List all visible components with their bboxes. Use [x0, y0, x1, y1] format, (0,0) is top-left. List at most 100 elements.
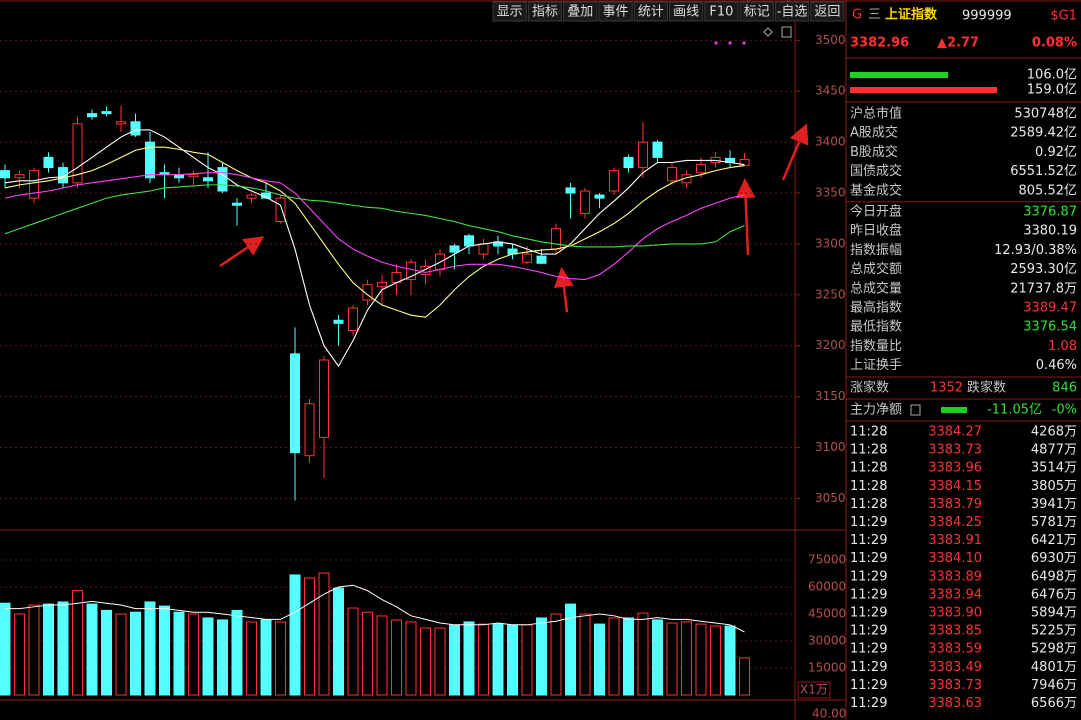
candle-body [594, 194, 605, 199]
candle-body [232, 202, 242, 206]
volume-bar [260, 619, 272, 696]
toolbar-button[interactable] [704, 1, 739, 22]
y-tick-label: 3400 [815, 135, 846, 149]
toolbar-button[interactable] [527, 1, 563, 22]
tick-time: 11:29 [850, 660, 887, 675]
volume-bar [391, 619, 402, 696]
icon[interactable] [763, 27, 773, 37]
toolbar-label[interactable]: 统计 [638, 5, 664, 20]
candle-body [420, 265, 431, 275]
toolbar-button[interactable] [492, 1, 527, 22]
volume-bar [28, 604, 40, 696]
icon[interactable] [781, 26, 792, 38]
volume-bar [144, 601, 156, 696]
quote-change: ▲2.77 [937, 36, 979, 51]
candle-body [449, 245, 460, 253]
volume-bar [202, 617, 214, 696]
quote-tag: $G1 [1050, 9, 1077, 24]
breadth-label: 涨家数 [850, 380, 889, 396]
candle-body [348, 307, 358, 331]
stat-label: 国债成交 [850, 163, 902, 179]
stat-label: 总成交量 [850, 280, 902, 296]
volume-bar [115, 613, 127, 696]
tick-time: 11:29 [850, 587, 887, 602]
candle-body [203, 177, 213, 182]
indicator-label: 40.00 [812, 707, 846, 720]
toolbar-button[interactable] [563, 1, 598, 22]
y-tick-label: 3350 [815, 186, 846, 200]
stat-label: 上证换手 [850, 358, 902, 373]
toolbar-label[interactable]: 画线 [673, 5, 699, 20]
stat-value: 530748亿 [1014, 107, 1077, 122]
candle-body [478, 243, 489, 255]
volume-bar [318, 572, 330, 696]
volume-bar [695, 623, 707, 696]
volume-bar [304, 577, 315, 696]
candle-body [304, 403, 315, 457]
candle-body [536, 255, 547, 264]
tick-price: 3383.73 [928, 443, 982, 458]
volume-bar [333, 587, 344, 696]
toolbar-button[interactable] [739, 1, 774, 22]
stat-label: 沪总市值 [850, 106, 902, 122]
stat-label: 昨日收盘 [850, 223, 902, 239]
toolbar-label[interactable]: 叠加 [567, 5, 593, 20]
toolbar-button[interactable] [598, 1, 633, 22]
candle-body [377, 282, 387, 288]
toolbar-label[interactable]: F10 [709, 5, 733, 20]
tick-volume: 4268万 [1031, 425, 1077, 440]
candle-body [43, 156, 54, 169]
candle-body [145, 141, 155, 179]
candle-body [522, 253, 532, 263]
candle-body [580, 190, 590, 214]
tick-price: 3384.25 [928, 515, 982, 530]
toolbar-label[interactable]: 返回 [814, 5, 840, 20]
stat-value: 805.52亿 [1019, 183, 1078, 198]
stat-value: 2589.42亿 [1010, 126, 1077, 141]
toolbar-label[interactable]: -自选 [777, 5, 808, 20]
volume-bar [608, 617, 620, 696]
tick-price: 3384.27 [928, 425, 982, 440]
quote-menu[interactable]: 三 [868, 8, 881, 23]
volume-bar [101, 609, 112, 696]
toolbar-label[interactable]: 标记 [744, 5, 770, 20]
stat-value: 0.46% [1036, 358, 1077, 373]
candle-body [58, 167, 68, 184]
volume-bar [739, 657, 750, 696]
flow-label: 106.0亿 [1027, 68, 1077, 83]
toolbar-label[interactable]: 显示 [497, 5, 523, 20]
y-tick-label: 3100 [815, 440, 846, 454]
stat-label: 最高指数 [850, 300, 902, 316]
volume-bar [43, 603, 54, 696]
tick-time: 11:28 [850, 443, 887, 458]
tick-price: 3383.73 [928, 678, 982, 693]
volume-bar [434, 627, 446, 696]
tick-volume: 6498万 [1031, 569, 1077, 584]
candle-body [290, 353, 300, 454]
candle-body [275, 197, 286, 223]
stat-label: A股成交 [850, 125, 898, 141]
tick-price: 3383.49 [928, 660, 982, 675]
toolbar-button[interactable] [810, 1, 845, 22]
flow-label: 159.0亿 [1027, 83, 1077, 98]
toolbar-label[interactable]: 指标 [532, 5, 558, 20]
tick-price: 3383.90 [928, 606, 982, 621]
toolbar-button[interactable] [633, 1, 669, 22]
flow-icon[interactable] [910, 404, 921, 416]
volume-bar [492, 623, 504, 696]
toolbar-button[interactable] [669, 1, 704, 22]
toolbar-button[interactable] [774, 1, 810, 22]
candle-body [667, 167, 677, 182]
volume-bar [420, 627, 431, 696]
volume-bar [710, 625, 721, 696]
unit-box [797, 681, 831, 699]
tick-time: 11:29 [850, 624, 887, 639]
arrow [781, 123, 809, 181]
tick-volume: 4801万 [1031, 660, 1077, 675]
flow-bar [850, 87, 998, 93]
toolbar-label[interactable]: 事件 [603, 5, 629, 20]
dot [742, 41, 746, 45]
candle-body [638, 141, 648, 169]
tick-volume: 6421万 [1031, 533, 1077, 548]
stat-value: 3376.54 [1023, 320, 1077, 335]
